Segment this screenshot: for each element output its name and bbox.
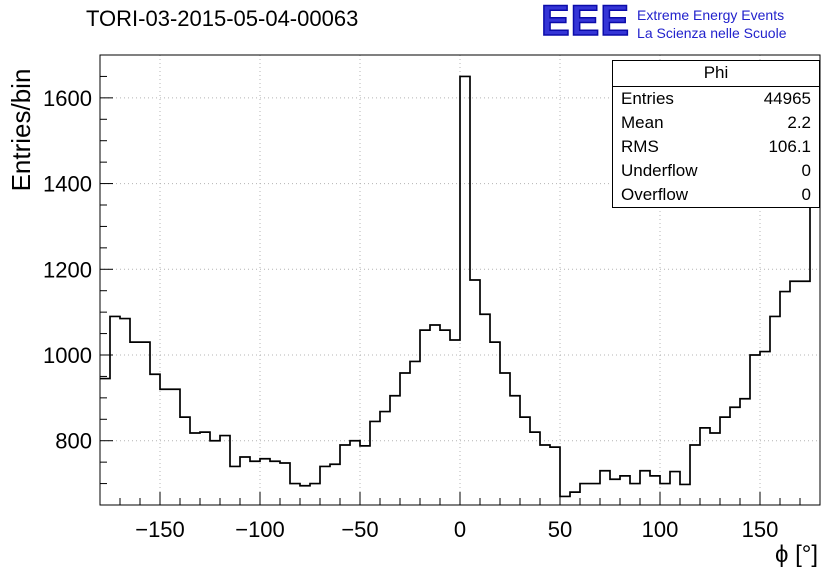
stats-label: Mean bbox=[621, 113, 664, 132]
y-axis-title: Entries/bin bbox=[6, 69, 36, 192]
x-axis-title: ϕ [°] bbox=[775, 541, 818, 568]
stats-label: Overflow bbox=[621, 185, 689, 204]
eee-logo-text: Extreme Energy Events La Scienza nelle S… bbox=[637, 6, 786, 42]
stats-label: Underflow bbox=[621, 161, 698, 180]
stats-value: 2.2 bbox=[787, 113, 811, 132]
y-tick-label: 1000 bbox=[43, 343, 92, 368]
stats-value: 0 bbox=[801, 185, 811, 204]
stats-label: Entries bbox=[621, 89, 674, 108]
page-title: TORI-03-2015-05-04-00063 bbox=[86, 6, 359, 31]
logo-line-2: La Scienza nelle Scuole bbox=[637, 25, 787, 42]
stats-row: Overflow 0 bbox=[613, 183, 819, 207]
y-tick-label: 1200 bbox=[43, 257, 92, 282]
stats-row: Underflow 0 bbox=[613, 159, 819, 183]
y-tick-label: 1400 bbox=[43, 172, 92, 197]
stats-row: RMS 106.1 bbox=[613, 135, 819, 159]
y-tick-label: 1600 bbox=[43, 86, 92, 111]
x-tick-label: −150 bbox=[135, 517, 185, 542]
histogram-line bbox=[100, 75, 820, 498]
stats-box: Phi Entries 44965 Mean 2.2 RMS 106.1 Und… bbox=[612, 60, 820, 208]
x-tick-label: 100 bbox=[642, 517, 679, 542]
eee-logo: EEE Extreme Energy Events La Scienza nel… bbox=[540, 0, 786, 45]
y-tick-label: 800 bbox=[55, 429, 92, 454]
stats-value: 0 bbox=[801, 161, 811, 180]
x-tick-label: 0 bbox=[454, 517, 466, 542]
x-tick-label: 150 bbox=[742, 517, 779, 542]
stats-label: RMS bbox=[621, 137, 659, 156]
x-tick-label: 50 bbox=[548, 517, 572, 542]
x-tick-label: −50 bbox=[341, 517, 378, 542]
x-tick-label: −100 bbox=[235, 517, 285, 542]
stats-value: 106.1 bbox=[768, 137, 811, 156]
stats-value: 44965 bbox=[763, 89, 811, 108]
logo-line-1: Extreme Energy Events bbox=[637, 7, 785, 23]
stats-row: Mean 2.2 bbox=[613, 111, 819, 135]
stats-row: Entries 44965 bbox=[613, 87, 819, 111]
stats-title: Phi bbox=[613, 61, 819, 87]
eee-logo-icon: EEE bbox=[540, 0, 631, 45]
